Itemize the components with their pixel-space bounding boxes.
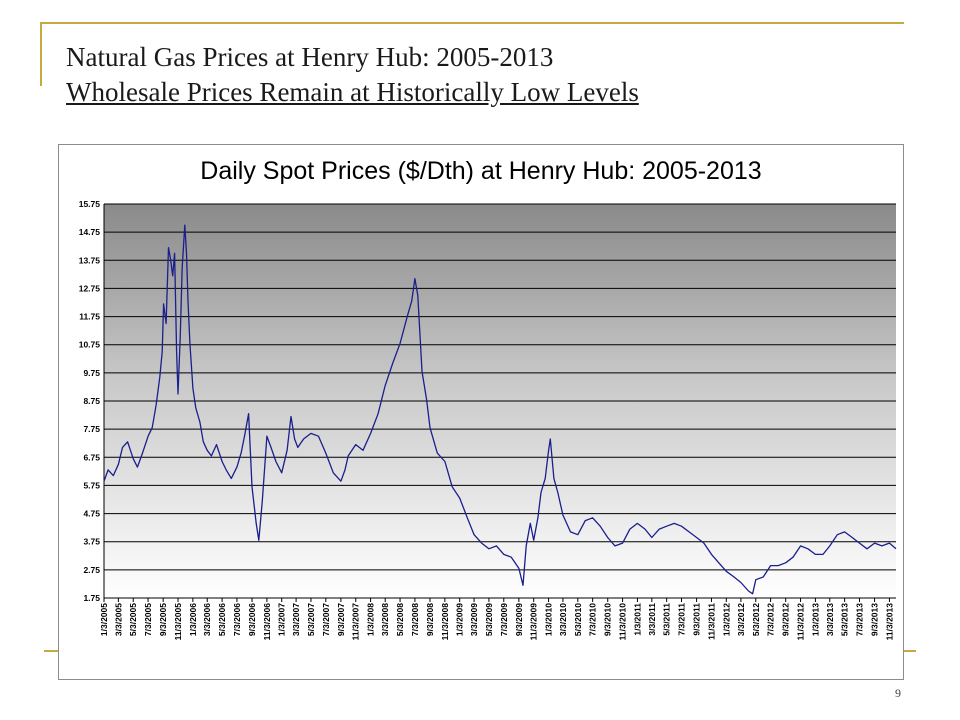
x-tick-label: 9/3/2012: [781, 603, 791, 636]
x-tick-label: 11/3/2008: [440, 603, 450, 641]
x-tick-label: 9/3/2013: [870, 603, 880, 636]
y-tick-label: 7.75: [83, 424, 100, 434]
y-tick-label: 6.75: [83, 452, 100, 462]
x-tick-label: 1/3/2008: [366, 603, 376, 636]
chart-container: Daily Spot Prices ($/Dth) at Henry Hub: …: [58, 144, 904, 680]
x-tick-label: 11/3/2012: [796, 603, 806, 641]
x-tick-label: 11/3/2005: [173, 603, 183, 641]
x-tick-label: 7/3/2006: [232, 603, 242, 636]
x-tick-label: 1/3/2009: [455, 603, 465, 636]
x-tick-label: 1/3/2011: [632, 603, 642, 636]
x-tick-label: 3/3/2011: [647, 603, 657, 636]
y-tick-label: 11.75: [79, 312, 100, 322]
x-tick-label: 7/3/2013: [854, 603, 864, 636]
y-tick-label: 5.75: [83, 480, 100, 490]
y-tick-label: 8.75: [83, 396, 100, 406]
left-accent-rule: [40, 22, 42, 86]
price-chart: Daily Spot Prices ($/Dth) at Henry Hub: …: [79, 157, 897, 641]
x-tick-label: 11/3/2010: [618, 603, 628, 641]
x-tick-label: 9/3/2006: [247, 603, 257, 636]
x-tick-label: 5/3/2006: [217, 603, 227, 636]
x-tick-label: 9/3/2005: [158, 603, 168, 636]
x-tick-label: 3/3/2013: [825, 603, 835, 636]
x-tick-label: 3/3/2009: [469, 603, 479, 636]
x-tick-label: 11/3/2007: [351, 603, 361, 641]
y-tick-label: 15.75: [79, 199, 101, 209]
y-tick-label: 10.75: [79, 340, 101, 350]
x-tick-label: 5/3/2013: [840, 603, 850, 636]
x-tick-label: 5/3/2012: [751, 603, 761, 636]
x-tick-label: 1/3/2007: [277, 603, 287, 636]
x-tick-label: 3/3/2006: [202, 603, 212, 636]
x-tick-label: 1/3/2013: [810, 603, 820, 636]
x-tick-label: 5/3/2008: [395, 603, 405, 636]
y-tick-label: 13.75: [79, 255, 101, 265]
x-tick-label: 7/3/2008: [410, 603, 420, 636]
x-tick-label: 9/3/2008: [425, 603, 435, 636]
x-tick-label: 11/3/2013: [884, 603, 894, 641]
top-accent-rule: [40, 22, 904, 24]
y-tick-label: 3.75: [83, 537, 100, 547]
slide-title: Natural Gas Prices at Henry Hub: 2005-20…: [66, 40, 639, 109]
price-series-line: [103, 224, 897, 595]
x-tick-label: 7/3/2012: [766, 603, 776, 636]
x-tick-label: 1/3/2010: [544, 603, 554, 636]
x-tick-label: 9/3/2010: [603, 603, 613, 636]
x-tick-label: 5/3/2011: [662, 603, 672, 636]
y-tick-label: 12.75: [79, 283, 101, 293]
x-tick-label: 3/3/2012: [736, 603, 746, 636]
x-tick-label: 11/3/2011: [706, 603, 716, 640]
x-tick-label: 9/3/2011: [692, 603, 702, 636]
y-tick-label: 4.75: [83, 509, 100, 519]
x-tick-label: 3/3/2007: [291, 603, 301, 636]
chart-title: Daily Spot Prices ($/Dth) at Henry Hub: …: [200, 157, 761, 185]
x-tick-label: 3/3/2010: [558, 603, 568, 636]
x-tick-label: 11/3/2009: [529, 603, 539, 641]
y-tick-label: 9.75: [83, 368, 100, 378]
x-tick-label: 5/3/2010: [573, 603, 583, 636]
slide-title-main: Natural Gas Prices at Henry Hub: 2005-20…: [66, 42, 554, 72]
y-tick-label: 14.75: [79, 227, 101, 237]
x-tick-label: 5/3/2009: [484, 603, 494, 636]
x-tick-label: 3/3/2008: [380, 603, 390, 636]
x-tick-label: 5/3/2007: [306, 603, 316, 636]
x-tick-label: 3/3/2005: [113, 603, 123, 636]
x-tick-label: 7/3/2011: [677, 603, 687, 636]
slide-subtitle: Wholesale Prices Remain at Historically …: [66, 76, 639, 107]
x-tick-label: 9/3/2007: [336, 603, 346, 636]
x-tick-label: 7/3/2010: [588, 603, 598, 636]
y-tick-label: 2.75: [83, 565, 100, 575]
page-number: 9: [895, 686, 901, 700]
x-tick-label: 9/3/2009: [514, 603, 524, 636]
x-tick-label: 7/3/2005: [143, 603, 153, 636]
y-tick-label: 1.75: [83, 593, 100, 603]
x-tick-label: 11/3/2006: [262, 603, 272, 641]
x-tick-label: 5/3/2005: [128, 603, 138, 636]
x-tick-label: 1/3/2006: [188, 603, 198, 636]
x-tick-label: 7/3/2007: [321, 603, 331, 636]
x-tick-label: 1/3/2005: [99, 603, 109, 636]
x-tick-label: 7/3/2009: [499, 603, 509, 636]
x-tick-label: 1/3/2012: [721, 603, 731, 636]
